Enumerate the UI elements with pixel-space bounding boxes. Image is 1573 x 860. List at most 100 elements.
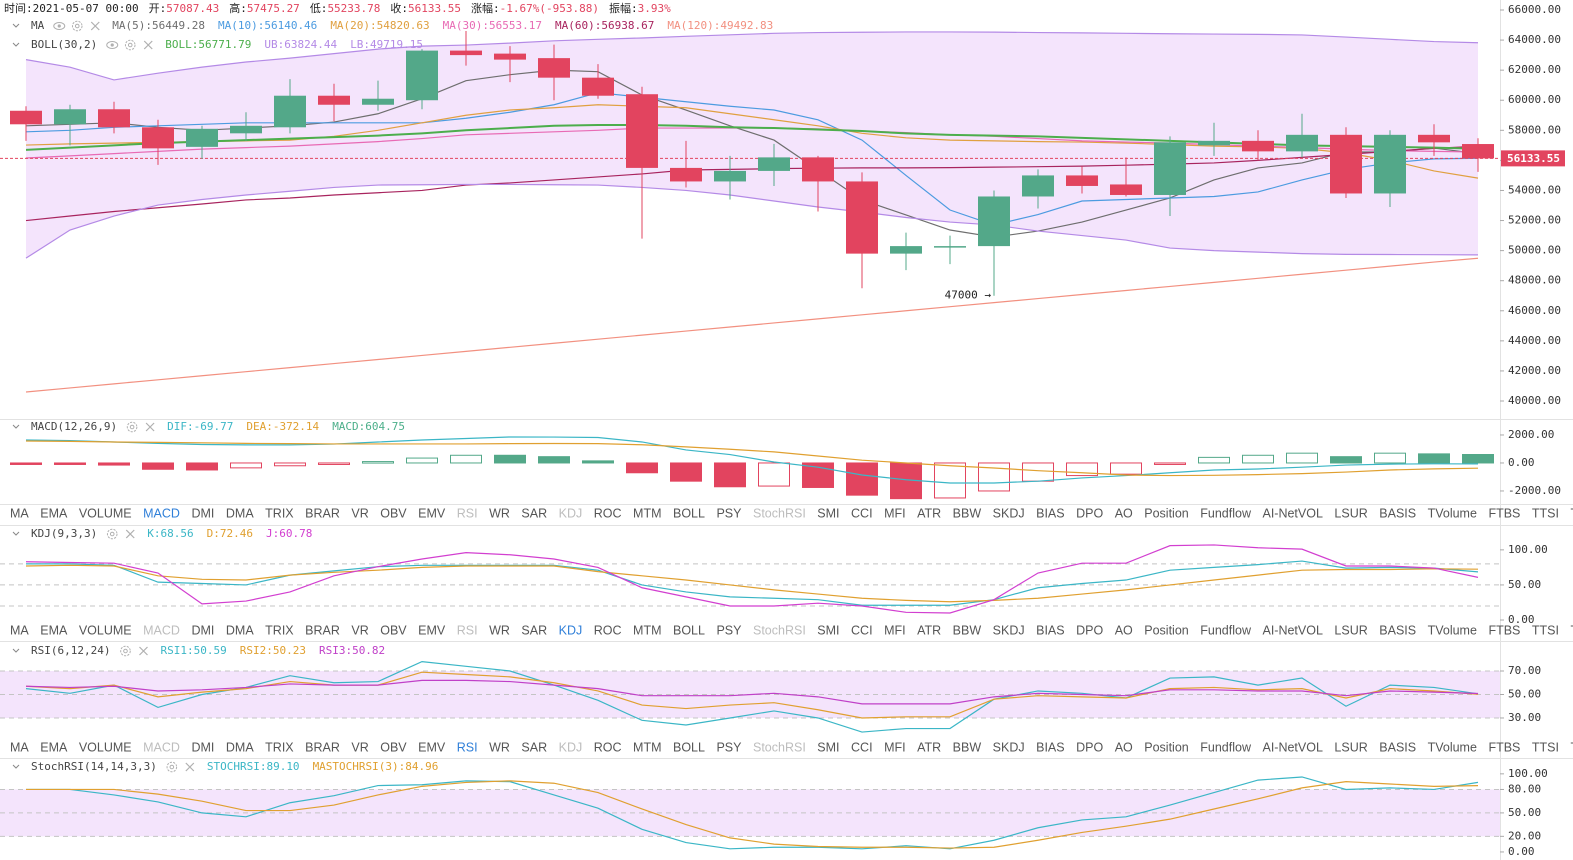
indicator-tab[interactable]: Fundflow xyxy=(1200,740,1252,754)
indicator-tab[interactable]: DPO xyxy=(1076,740,1103,754)
collapse-chevron[interactable] xyxy=(12,42,20,47)
indicator-tab[interactable]: AO xyxy=(1115,623,1133,637)
indicator-tab[interactable]: FTBS xyxy=(1488,740,1520,754)
indicator-tab[interactable]: EMV xyxy=(418,740,446,754)
indicator-tab[interactable]: BASIS xyxy=(1379,740,1416,754)
indicator-tab[interactable]: ROC xyxy=(594,506,622,520)
indicator-tab[interactable]: DPO xyxy=(1076,506,1103,520)
indicator-tab[interactable]: MFI xyxy=(884,506,906,520)
close-icon[interactable] xyxy=(143,40,153,50)
indicator-tab[interactable]: FTBS xyxy=(1488,506,1520,520)
indicator-tab[interactable]: Position xyxy=(1144,740,1189,754)
indicator-tab[interactable]: SAR xyxy=(521,506,547,520)
indicator-tab[interactable]: OBV xyxy=(380,623,407,637)
indicator-tab[interactable]: DMI xyxy=(191,506,214,520)
indicator-tab[interactable]: TRIX xyxy=(265,623,294,637)
settings-icon[interactable] xyxy=(166,761,178,773)
indicator-tab[interactable]: ATR xyxy=(917,506,941,520)
indicator-tab[interactable]: VOLUME xyxy=(79,740,132,754)
indicator-tab[interactable]: RSI xyxy=(457,506,478,520)
indicator-tab[interactable]: SMI xyxy=(817,506,839,520)
indicator-tab[interactable]: DMA xyxy=(226,506,254,520)
indicator-tab[interactable]: BRAR xyxy=(305,623,340,637)
settings-icon[interactable] xyxy=(120,645,131,657)
indicator-tab[interactable]: WR xyxy=(489,623,510,637)
eye-icon[interactable] xyxy=(106,41,119,49)
indicator-tab[interactable]: EMA xyxy=(40,623,68,637)
settings-icon[interactable] xyxy=(126,421,138,433)
indicator-tab[interactable]: CCI xyxy=(851,740,873,754)
indicator-tab[interactable]: OBV xyxy=(380,740,407,754)
indicator-tab[interactable]: DMA xyxy=(226,740,254,754)
indicator-tab[interactable]: VR xyxy=(351,623,368,637)
close-icon[interactable] xyxy=(185,762,195,772)
indicator-tab[interactable]: ATR xyxy=(917,740,941,754)
indicator-tab[interactable]: BBW xyxy=(953,740,982,754)
indicator-tab[interactable]: Fundflow xyxy=(1200,623,1252,637)
indicator-tab[interactable]: AI-NetVOL xyxy=(1262,506,1322,520)
indicator-tab[interactable]: MA xyxy=(10,506,29,520)
indicator-tab[interactable]: StochRSI xyxy=(753,506,806,520)
indicator-tab[interactable]: MTM xyxy=(633,740,661,754)
indicator-tab[interactable]: DMI xyxy=(191,623,214,637)
indicator-tab[interactable]: SAR xyxy=(521,623,547,637)
collapse-chevron[interactable] xyxy=(12,648,20,653)
indicator-tab[interactable]: TTSI xyxy=(1532,506,1559,520)
indicator-tab[interactable]: WR xyxy=(489,740,510,754)
close-icon[interactable] xyxy=(90,21,100,31)
indicator-tab[interactable]: BBW xyxy=(953,623,982,637)
indicator-tab[interactable]: KDJ xyxy=(559,506,583,520)
collapse-chevron[interactable] xyxy=(12,764,20,769)
indicator-tab[interactable]: SKDJ xyxy=(993,506,1025,520)
indicator-tab[interactable]: VR xyxy=(351,506,368,520)
indicator-tab[interactable]: LSUR xyxy=(1334,623,1367,637)
indicator-tab[interactable]: CCI xyxy=(851,506,873,520)
indicator-tab[interactable]: PSY xyxy=(716,623,742,637)
settings-icon[interactable] xyxy=(124,39,136,51)
indicator-tab[interactable]: Fundflow xyxy=(1200,506,1252,520)
indicator-tab[interactable]: EMA xyxy=(40,506,68,520)
indicator-tab[interactable]: Position xyxy=(1144,506,1189,520)
eye-icon[interactable] xyxy=(53,22,66,30)
indicator-tab[interactable]: EMA xyxy=(40,740,68,754)
indicator-tab[interactable]: CCI xyxy=(851,623,873,637)
indicator-tab[interactable]: MFI xyxy=(884,740,906,754)
indicator-tab[interactable]: MTM xyxy=(633,623,661,637)
indicator-tab[interactable]: TTSI xyxy=(1532,740,1559,754)
indicator-tab[interactable]: MTM xyxy=(633,506,661,520)
close-icon[interactable] xyxy=(145,422,155,432)
indicator-tab[interactable]: AI-NetVOL xyxy=(1262,623,1322,637)
indicator-tab[interactable]: LSUR xyxy=(1334,740,1367,754)
indicator-tab[interactable]: TRIX xyxy=(265,506,294,520)
indicator-tab[interactable]: RSI xyxy=(457,740,478,754)
close-icon[interactable] xyxy=(125,529,135,539)
indicator-tab[interactable]: TTSI xyxy=(1532,623,1559,637)
indicator-tab[interactable]: MACD xyxy=(143,623,180,637)
indicator-tab[interactable]: SMI xyxy=(817,623,839,637)
indicator-tab[interactable]: FTBS xyxy=(1488,623,1520,637)
indicator-tab[interactable]: OBV xyxy=(380,506,407,520)
indicator-tab[interactable]: BRAR xyxy=(305,740,340,754)
indicator-tab[interactable]: BOLL xyxy=(673,740,705,754)
indicator-tab[interactable]: SAR xyxy=(521,740,547,754)
indicator-tab[interactable]: TVolume xyxy=(1428,623,1477,637)
indicator-tab[interactable]: VOLUME xyxy=(79,623,132,637)
indicator-tab[interactable]: ROC xyxy=(594,623,622,637)
indicator-tab[interactable]: MA xyxy=(10,623,29,637)
indicator-tab[interactable]: BIAS xyxy=(1036,740,1065,754)
indicator-tab[interactable]: VOLUME xyxy=(79,506,132,520)
indicator-tab[interactable]: BOLL xyxy=(673,623,705,637)
indicator-tab[interactable]: SMI xyxy=(817,740,839,754)
collapse-chevron[interactable] xyxy=(12,531,20,536)
indicator-tab[interactable]: PSY xyxy=(716,506,742,520)
indicator-tab[interactable]: RSI xyxy=(457,623,478,637)
close-icon[interactable] xyxy=(139,646,148,656)
collapse-chevron[interactable] xyxy=(12,23,20,28)
indicator-tab[interactable]: MFI xyxy=(884,623,906,637)
indicator-tab[interactable]: TVolume xyxy=(1428,740,1477,754)
indicator-tab[interactable]: Position xyxy=(1144,623,1189,637)
indicator-tab[interactable]: PSY xyxy=(716,740,742,754)
indicator-tab[interactable]: MACD xyxy=(143,740,180,754)
indicator-tab[interactable]: KDJ xyxy=(559,740,583,754)
indicator-tab[interactable]: WR xyxy=(489,506,510,520)
